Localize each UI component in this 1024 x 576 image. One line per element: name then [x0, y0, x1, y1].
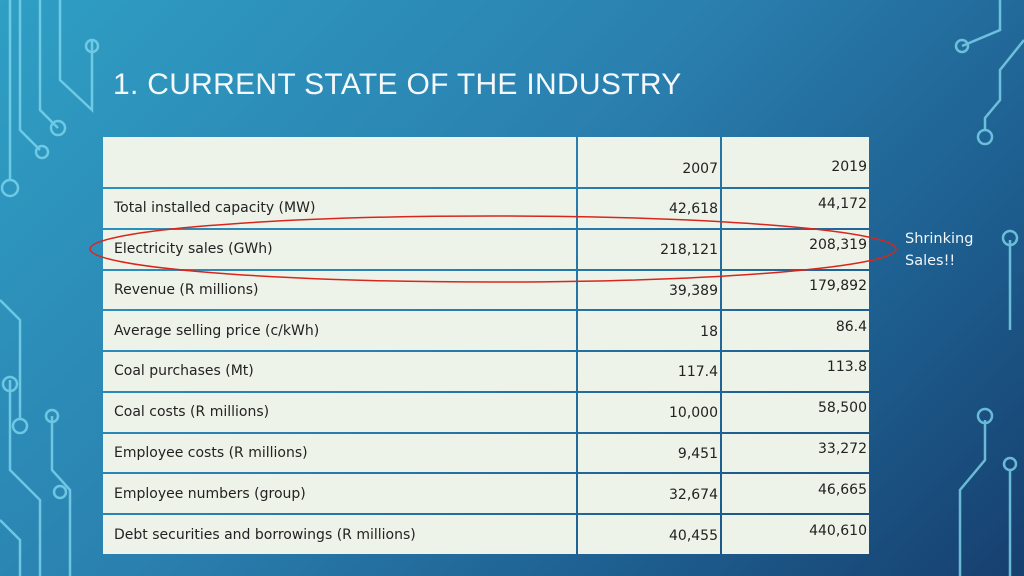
column-header: 2007 — [682, 161, 718, 177]
row-label: Electricity sales (GWh) — [114, 241, 273, 258]
cell-value: 42,618 — [669, 201, 718, 218]
cell-value: 179,892 — [809, 277, 867, 294]
cell-value: 440,610 — [809, 522, 867, 539]
row-label: Average selling price (c/kWh) — [114, 322, 320, 339]
value-cell: 208,319 — [722, 229, 869, 269]
header-cell — [103, 137, 576, 187]
value-cell: 9,451 — [578, 433, 720, 473]
cell-value: 113.8 — [826, 359, 867, 376]
annotation: Shrinking Sales!! — [905, 231, 974, 269]
value-cell: 58,500 — [722, 392, 869, 432]
row-label-cell: Revenue (R millions) — [103, 270, 576, 310]
column-header: 2019 — [831, 159, 867, 175]
cell-value: 86.4 — [835, 318, 867, 335]
row-label: Coal costs (R millions) — [114, 404, 270, 421]
row-label: Revenue (R millions) — [114, 281, 259, 298]
value-cell: 33,272 — [722, 433, 869, 473]
header-cell: 2019 — [722, 137, 869, 187]
value-cell: 113.8 — [722, 352, 869, 391]
value-cell: 218,121 — [578, 229, 720, 269]
value-cell: 46,665 — [722, 474, 869, 514]
slide-title: 1. CURRENT STATE OF THE INDUSTRY — [113, 68, 682, 101]
header-cell: 2007 — [578, 137, 720, 187]
cell-value: 18 — [700, 323, 718, 340]
value-cell: 179,892 — [722, 270, 869, 310]
row-label-cell: Electricity sales (GWh) — [103, 229, 576, 269]
cell-value: 32,674 — [669, 486, 718, 503]
data-table: 2007 2019 Total installed capacity (MW) 42,… — [103, 137, 869, 556]
row-label-cell: Employee costs (R millions) — [103, 433, 576, 473]
value-cell: 440,610 — [722, 515, 869, 554]
row-label-cell: Coal costs (R millions) — [103, 392, 576, 432]
value-cell: 32,674 — [578, 474, 720, 514]
cell-value: 9,451 — [677, 446, 718, 463]
cell-value: 40,455 — [669, 527, 718, 544]
row-label: Total installed capacity (MW) — [114, 200, 316, 217]
cell-value: 39,389 — [669, 282, 718, 299]
row-label: Employee numbers (group) — [114, 485, 306, 502]
value-cell: 40,455 — [578, 515, 720, 554]
row-label-cell: Debt securities and borrowings (R millio… — [103, 515, 576, 554]
cell-value: 58,500 — [818, 400, 867, 417]
value-cell: 18 — [578, 311, 720, 351]
value-cell: 44,172 — [722, 189, 869, 228]
value-cell: 42,618 — [578, 189, 720, 228]
value-cell: 86.4 — [722, 311, 869, 351]
value-cell: 117.4 — [578, 352, 720, 391]
row-label-cell: Employee numbers (group) — [103, 474, 576, 514]
value-cell: 10,000 — [578, 392, 720, 432]
row-label: Debt securities and borrowings (R millio… — [114, 526, 416, 543]
value-cell: 39,389 — [578, 270, 720, 310]
row-label-cell: Coal purchases (Mt) — [103, 352, 576, 391]
cell-value: 33,272 — [818, 441, 867, 458]
cell-value: 117.4 — [677, 364, 718, 381]
cell-value: 208,319 — [809, 237, 867, 254]
cell-value: 46,665 — [818, 481, 867, 498]
cell-value: 10,000 — [669, 405, 718, 422]
row-label-cell: Total installed capacity (MW) — [103, 189, 576, 228]
row-label: Employee costs (R millions) — [114, 445, 308, 462]
cell-value: 218,121 — [660, 242, 718, 259]
cell-value: 44,172 — [818, 196, 867, 213]
row-label: Coal purchases (Mt) — [114, 363, 254, 380]
row-label-cell: Average selling price (c/kWh) — [103, 311, 576, 351]
